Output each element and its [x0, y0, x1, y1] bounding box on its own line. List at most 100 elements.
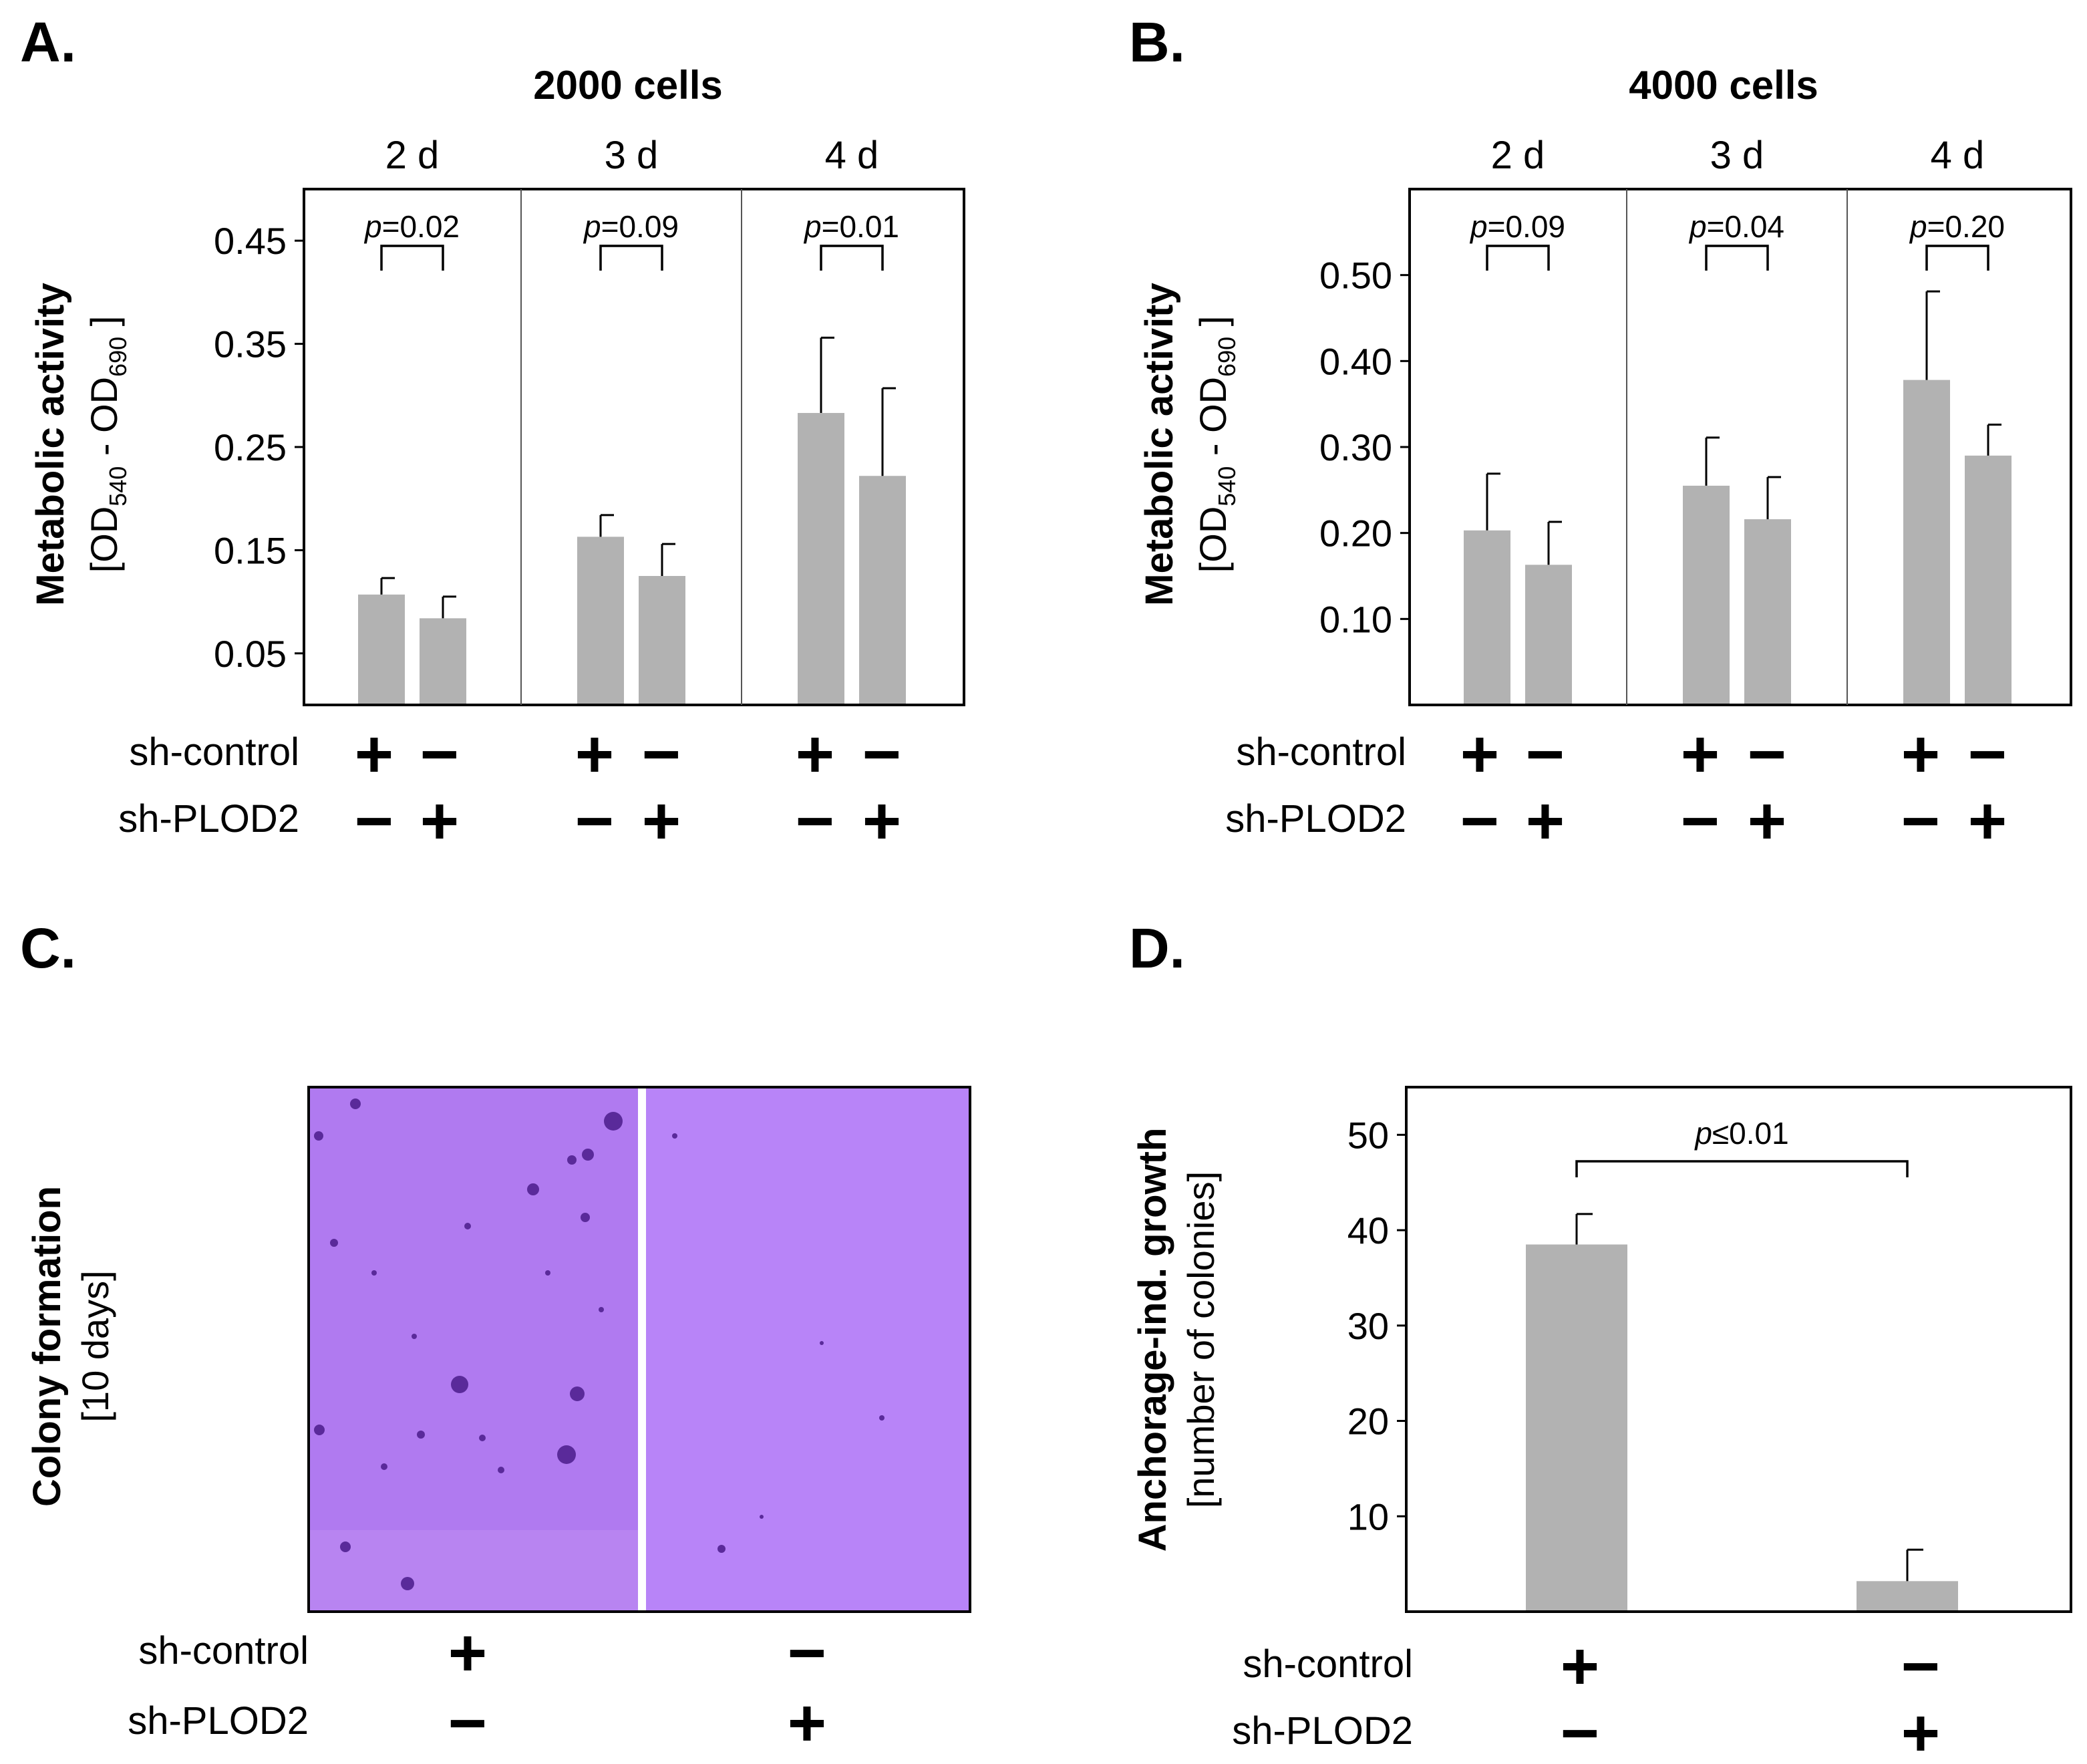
- colony-dots: [314, 1098, 885, 1590]
- panel-a-sign: −: [642, 717, 681, 792]
- panel-c-ylabel-sub: [10 days]: [74, 1270, 116, 1422]
- colony-image-tint: [309, 1530, 639, 1612]
- colony-dot: [567, 1155, 577, 1165]
- panel-d-row-label: sh-control: [1243, 1642, 1413, 1686]
- panel-b-sign: −: [1968, 717, 2007, 792]
- colony-dot: [371, 1270, 377, 1276]
- panel-d-sign: −: [1901, 1629, 1940, 1704]
- panel-a-title: 2000 cells: [533, 63, 723, 108]
- chart-d-ytick-label: 50: [1347, 1114, 1389, 1156]
- panel-b-sign: +: [1968, 784, 2007, 859]
- panel-letter-c: C.: [20, 917, 76, 980]
- panel-d-ylabel-main: Anchorage-ind. growth: [1131, 1128, 1174, 1552]
- panel-a-ylabel-main: Metabolic activity: [29, 283, 72, 605]
- chart-a-p-value: p=0.09: [583, 209, 679, 244]
- chart-b-p-value: p=0.04: [1688, 209, 1784, 244]
- chart-b-p-value: p=0.09: [1469, 209, 1565, 244]
- chart-b-p-value: p=0.20: [1909, 209, 2005, 244]
- panel-c-sign: +: [788, 1686, 826, 1761]
- panel-a-sign: +: [575, 717, 614, 792]
- panel-a-sign: +: [642, 784, 681, 859]
- chart-a: 0.05 0.15 0.25 0.35 0.45 2 d p=0.02 3 d p=0.09 4 …: [214, 134, 965, 706]
- chart-d-bracket: [1575, 1160, 1909, 1177]
- panel-d-sign: +: [1901, 1696, 1940, 1764]
- chart-a-bar: [859, 476, 906, 704]
- panel-letter-b: B.: [1129, 11, 1185, 74]
- chart-d: 10 20 30 40 50 p≤0.01: [1347, 1086, 2072, 1613]
- panel-a-sign: −: [420, 717, 459, 792]
- chart-d-bar: [1526, 1244, 1627, 1610]
- chart-b-bar: [1965, 455, 2012, 704]
- colony-dot: [582, 1149, 594, 1161]
- colony-dot: [330, 1239, 338, 1247]
- chart-a-bracket: [820, 245, 884, 271]
- chart-a-bar: [798, 413, 844, 704]
- panel-b-sign: +: [1901, 717, 1940, 792]
- colony-dot: [451, 1376, 468, 1393]
- panel-d-sign: −: [1561, 1696, 1599, 1764]
- chart-b-day-label: 2 d: [1491, 134, 1545, 177]
- panel-a-row-label: sh-PLOD2: [118, 797, 299, 841]
- chart-b-bar: [1683, 485, 1730, 704]
- panel-b-sign: −: [1526, 717, 1565, 792]
- colony-dot: [417, 1431, 425, 1439]
- panel-a-sign: −: [575, 784, 614, 859]
- panel-b-sign: +: [1681, 717, 1720, 792]
- chart-b-bracket: [1925, 245, 1989, 271]
- chart-a-bar: [358, 594, 405, 704]
- chart-b-bracket: [1705, 245, 1769, 271]
- panel-a-sign: +: [862, 784, 901, 859]
- panel-b-sign: +: [1526, 784, 1565, 859]
- panel-letter-a: A.: [20, 11, 76, 74]
- colony-image-divider: [638, 1087, 646, 1612]
- chart-d-ytick-label: 20: [1347, 1401, 1389, 1443]
- chart-d-ytick-label: 40: [1347, 1209, 1389, 1252]
- panel-b-sign: +: [1460, 717, 1499, 792]
- panel-b-sign: −: [1748, 717, 1786, 792]
- chart-b-bar: [1464, 530, 1510, 704]
- chart-d-p-value: p≤0.01: [1694, 1116, 1788, 1151]
- panel-a-row-label: sh-control: [129, 730, 299, 774]
- colony-dot: [479, 1435, 486, 1441]
- chart-a-ytick-label: 0.15: [214, 529, 287, 571]
- colony-dot: [350, 1098, 361, 1109]
- colony-image-frame: [307, 1086, 971, 1613]
- panel-a-ylabel-sub: [OD540 - OD690 ]: [83, 316, 132, 573]
- colony-dot: [340, 1541, 351, 1552]
- panel-b-sign: −: [1460, 784, 1499, 859]
- chart-b-ytick-label: 0.20: [1319, 512, 1392, 555]
- chart-a-bar: [420, 618, 466, 704]
- chart-b-ytick-label: 0.50: [1319, 255, 1392, 297]
- panel-b-ylabel-sub: [OD540 - OD690 ]: [1192, 316, 1241, 573]
- colony-dot: [581, 1213, 590, 1222]
- chart-b-bar: [1903, 380, 1950, 704]
- panel-c-sign: −: [788, 1616, 826, 1690]
- chart-d-frame: [1405, 1086, 2072, 1613]
- chart-a-ytick-label: 0.05: [214, 633, 287, 675]
- chart-d-bar: [1857, 1581, 1958, 1610]
- panel-c-row-label: sh-PLOD2: [128, 1699, 309, 1743]
- colony-dot: [527, 1183, 539, 1195]
- chart-b-ytick-label: 0.10: [1319, 598, 1392, 640]
- panel-c-sign: −: [448, 1686, 487, 1761]
- chart-a-ytick-label: 0.35: [214, 323, 287, 365]
- chart-a-ytick-label: 0.45: [214, 220, 287, 262]
- colony-dot: [314, 1425, 325, 1435]
- colony-dot: [498, 1467, 504, 1473]
- chart-b-bracket: [1486, 245, 1550, 271]
- chart-b-ytick-label: 0.40: [1319, 340, 1392, 382]
- colony-dot: [314, 1131, 323, 1141]
- chart-a-bar: [639, 576, 685, 704]
- colony-dot: [672, 1133, 677, 1139]
- colony-dot: [401, 1577, 414, 1590]
- chart-d-ytick-label: 30: [1347, 1305, 1389, 1347]
- panel-c-sign: +: [448, 1616, 487, 1690]
- chart-b-day-label: 4 d: [1931, 134, 1985, 177]
- chart-b: 0.10 0.20 0.30 0.40 0.50 2 d p=0.09 3 d p=0.04 4 …: [1319, 134, 2072, 706]
- colony-dot: [599, 1307, 604, 1312]
- panel-b-row-label: sh-control: [1236, 730, 1406, 774]
- chart-b-ytick-label: 0.30: [1319, 426, 1392, 468]
- colony-dot: [604, 1112, 623, 1131]
- colony-dot: [412, 1334, 417, 1339]
- chart-a-bar: [577, 537, 624, 704]
